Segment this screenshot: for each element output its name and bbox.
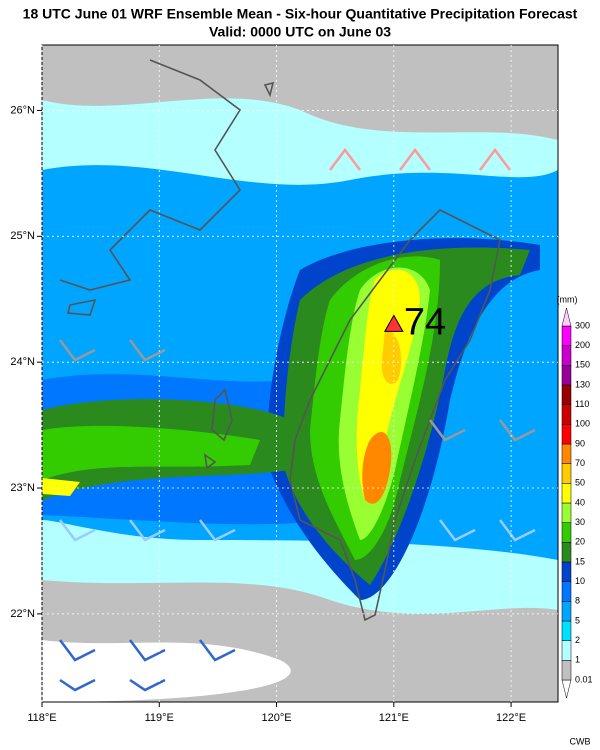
lon-tick-label: 119°E [145,712,174,724]
colorbar-box [561,483,572,504]
colorbar-label: 150 [575,360,590,370]
lat-tick-label: 25°N [10,230,35,242]
colorbar-label: 100 [575,419,590,429]
colorbar-label: 10 [575,576,585,586]
colorbar-box [561,522,572,543]
colorbar-box [561,424,572,445]
colorbar-box [561,325,572,346]
colorbar-box [561,601,572,622]
colorbar-box [561,620,572,641]
lat-tick-label: 22°N [10,608,35,620]
colorbar-box [561,365,572,386]
frame [41,44,559,703]
field [42,45,558,702]
colorbar-label: 2 [575,635,580,645]
colorbar-box [561,384,572,405]
lat-tick-label: 24°N [10,356,35,368]
colorbar-unit: (mm) [557,294,578,304]
colorbar-high [561,307,572,327]
colorbar-label: 110 [575,399,589,409]
colorbar-label: 130 [575,379,590,389]
lat-tick-label: 26°N [10,104,35,116]
colorbar-box [561,463,572,484]
colorbar-box [561,561,572,582]
colorbar-box [561,345,572,366]
colorbar-label: 1 [575,655,580,665]
colorbar-label: 5 [575,615,580,625]
credit: CWB [570,736,591,746]
colorbar-label: 8 [575,596,580,606]
lat-tick-label: 23°N [10,482,35,494]
colorbar-box [561,404,572,425]
colorbar-label: 15 [575,556,585,566]
colorbar-box [561,660,572,681]
lon-tick-label: 120°E [261,712,291,724]
colorbar-label: 70 [575,458,585,468]
colorbar-box [561,640,572,661]
colorbar-label: 300 [575,320,590,330]
max-marker [383,314,404,332]
wind-barbs [59,147,536,692]
colorbar-label: 20 [575,537,585,547]
colorbar-box [561,542,572,563]
lon-tick-label: 118°E [27,712,56,724]
colorbar-box [561,443,572,464]
colorbar-box [561,502,572,523]
max-label: 74 [404,301,446,343]
colorbar-label: 50 [575,478,585,488]
lon-tick-label: 121°E [379,712,409,724]
title: 18 UTC June 01 WRF Ensemble Mean - Six-h… [23,6,578,22]
colorbar-low [561,679,572,699]
colorbar-label: 200 [575,340,590,350]
subtitle: Valid: 0000 UTC on June 03 [209,24,391,40]
colorbar-label: 30 [575,517,585,527]
colorbar-label: 40 [575,497,585,507]
lon-tick-label: 122°E [496,712,526,724]
colorbar-label: 90 [575,438,585,448]
colorbar-box [561,581,572,602]
colorbar-label: 0.01 [575,674,593,684]
